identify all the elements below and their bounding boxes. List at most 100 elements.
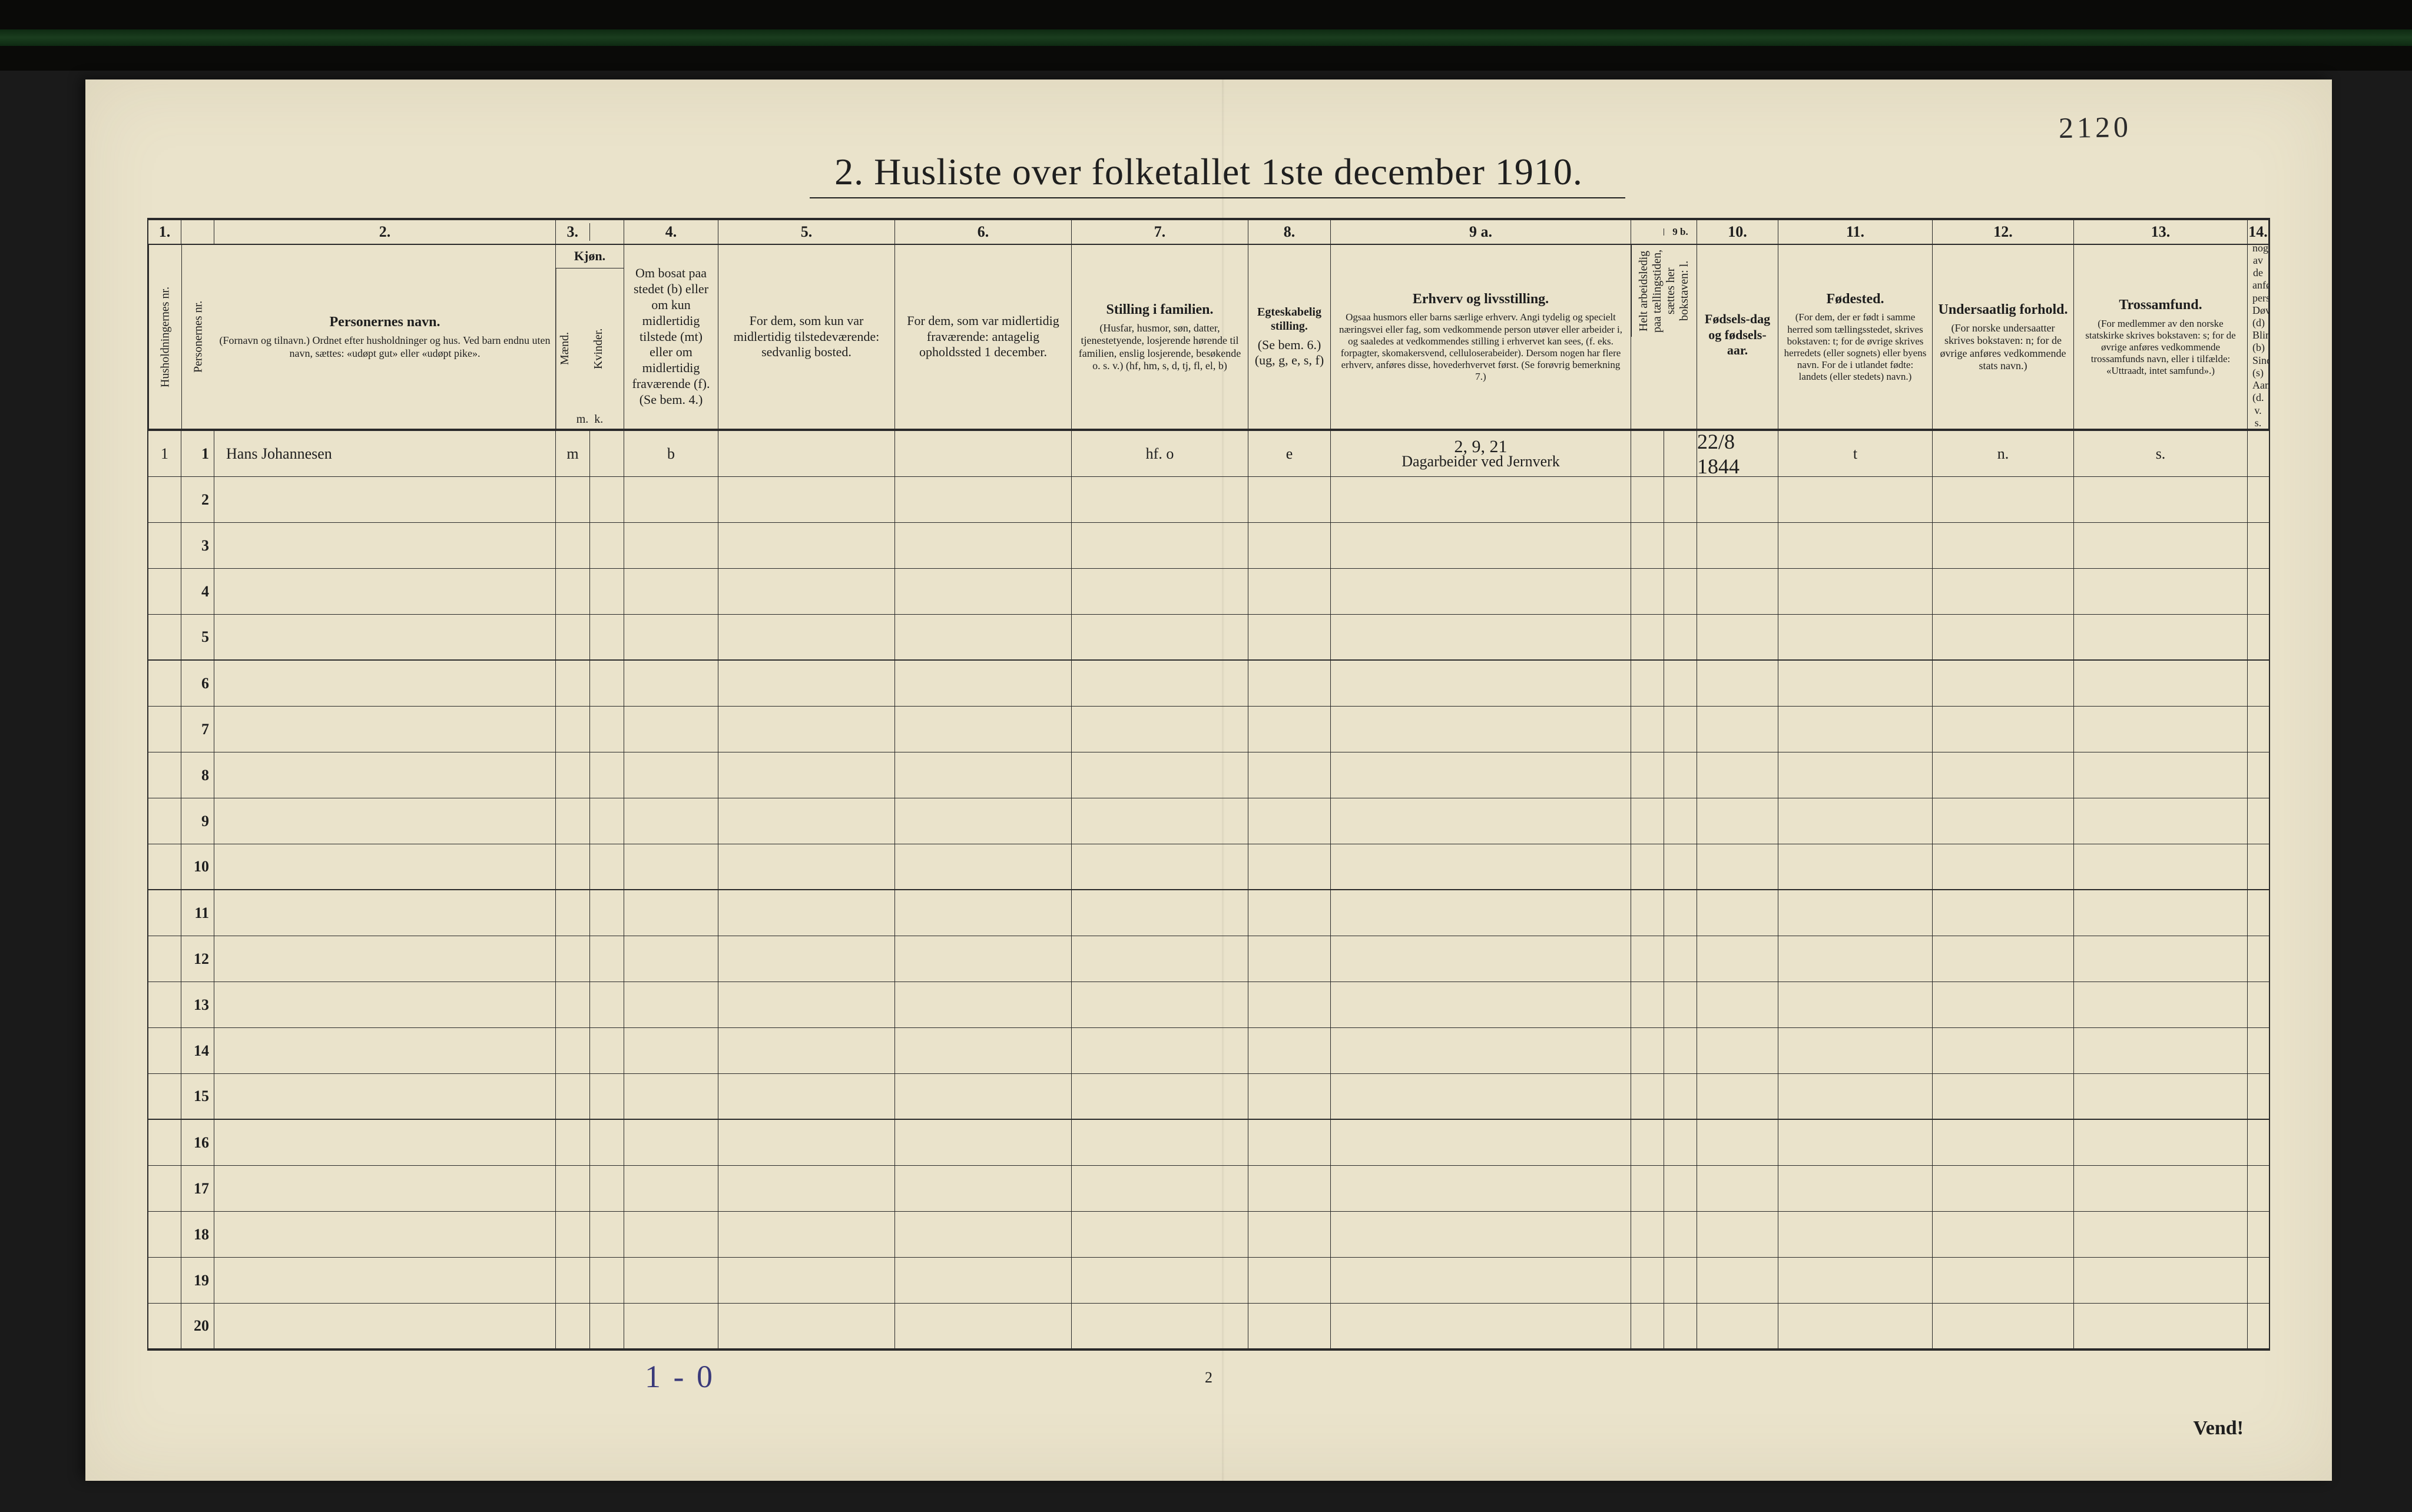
cell-birth: [1697, 844, 1778, 889]
cell-household: [148, 936, 181, 982]
cell-residence: [624, 477, 718, 522]
cell-9b-blank: [1664, 1258, 1697, 1303]
cell-9b-blank: [1664, 1074, 1697, 1119]
cell-temp-present: [718, 936, 895, 982]
cell-sex-m: [556, 1074, 590, 1119]
cell-name: [214, 936, 556, 982]
cell-9b-blank: [1664, 1028, 1697, 1073]
cell-occupation: 2, 9, 21 Dagarbeider ved Jernverk: [1331, 431, 1631, 476]
hdr-marital-sub: (Se bem. 6.) (ug, g, e, s, f): [1253, 337, 1326, 369]
cell-disability: [2248, 523, 2269, 568]
cell-birth: [1697, 1028, 1778, 1073]
cell-marital: [1248, 615, 1331, 659]
cell-family-pos: [1072, 890, 1248, 936]
hdr-temp-absent: For dem, som var midlertidig fraværende:…: [895, 245, 1072, 429]
cell-sex-m: [556, 936, 590, 982]
cell-temp-absent: [895, 1166, 1072, 1211]
cell-occupation: [1331, 936, 1631, 982]
cell-name: [214, 1120, 556, 1165]
cell-temp-present: [718, 615, 895, 659]
table-row: 11: [148, 890, 2269, 936]
cell-nationality: [1933, 1212, 2074, 1257]
cell-9b-blank: [1664, 1212, 1697, 1257]
cell-birth: [1697, 707, 1778, 752]
cell-sex-m: [556, 752, 590, 798]
colnum-7: 7.: [1072, 220, 1248, 244]
cell-name: [214, 707, 556, 752]
cell-name: [214, 523, 556, 568]
cell-nationality: [1933, 1166, 2074, 1211]
cell-residence: [624, 982, 718, 1027]
table-row: 7: [148, 707, 2269, 752]
cell-sex-k: [590, 844, 624, 889]
cell-birthplace: [1778, 752, 1933, 798]
table-row: 18: [148, 1212, 2269, 1258]
cell-birth: [1697, 615, 1778, 659]
cell-family-pos: [1072, 1212, 1248, 1257]
colnum-5: 5.: [718, 220, 895, 244]
cell-birth: [1697, 890, 1778, 936]
cell-9b-blank: [1664, 1304, 1697, 1348]
cell-name: [214, 890, 556, 936]
cell-occupation: [1331, 890, 1631, 936]
cell-household: [148, 615, 181, 659]
cell-household: [148, 523, 181, 568]
cell-religion: [2074, 1028, 2248, 1073]
cell-unemployed: [1631, 844, 1664, 889]
cell-household: [148, 1028, 181, 1073]
cell-birthplace: [1778, 523, 1933, 568]
cell-temp-present: [718, 661, 895, 706]
cell-sex-k: [590, 1212, 624, 1257]
table-row: 17: [148, 1166, 2269, 1212]
cell-person-no: 19: [181, 1258, 214, 1303]
cell-temp-present: [718, 477, 895, 522]
cell-birthplace: [1778, 477, 1933, 522]
cell-residence: [624, 1166, 718, 1211]
cell-temp-absent: [895, 661, 1072, 706]
handwritten-page-id: 2120: [2059, 110, 2132, 145]
cell-temp-absent: [895, 615, 1072, 659]
cell-person-no: 20: [181, 1304, 214, 1348]
cell-disability: [2248, 431, 2269, 476]
cell-9b-blank: [1664, 707, 1697, 752]
cell-name: [214, 615, 556, 659]
colnum-9a: 9 a.: [1331, 220, 1631, 244]
cell-person-no: 4: [181, 569, 214, 614]
table-row: 8: [148, 752, 2269, 798]
colnum-10: 10.: [1697, 220, 1778, 244]
hdr-birth: Fødsels-dag og fødsels-aar.: [1697, 245, 1778, 429]
cell-family-pos: [1072, 1074, 1248, 1119]
cell-9b-blank: [1664, 661, 1697, 706]
cell-disability: [2248, 1120, 2269, 1165]
cell-sex-k: [590, 1258, 624, 1303]
cell-temp-present: [718, 1074, 895, 1119]
cell-unemployed: [1631, 1166, 1664, 1211]
hdr-name-sub: (Fornavn og tilnavn.) Ordnet efter husho…: [219, 334, 551, 359]
cell-nationality: [1933, 1074, 2074, 1119]
cell-birthplace: [1778, 982, 1933, 1027]
cell-residence: [624, 1074, 718, 1119]
cell-temp-present: [718, 844, 895, 889]
cell-birthplace: [1778, 1166, 1933, 1211]
cell-occupation: [1331, 798, 1631, 844]
cell-temp-present: [718, 1120, 895, 1165]
cell-occupation: [1331, 1304, 1631, 1348]
cell-marital: [1248, 1258, 1331, 1303]
cell-temp-absent: [895, 1258, 1072, 1303]
cell-9b-blank: [1664, 798, 1697, 844]
hdr-9b: Helt arbeidsledig paa tællingstiden, sæt…: [1631, 245, 1697, 429]
cell-name: [214, 1304, 556, 1348]
cell-marital: [1248, 1028, 1331, 1073]
cell-residence: [624, 1258, 718, 1303]
cell-temp-absent: [895, 890, 1072, 936]
cell-sex-m: [556, 844, 590, 889]
colnum-4: 4.: [624, 220, 718, 244]
cell-household: [148, 1304, 181, 1348]
table-row: 2: [148, 477, 2269, 523]
cell-household: [148, 569, 181, 614]
cell-birth: [1697, 661, 1778, 706]
cell-sex-k: [590, 1166, 624, 1211]
cell-temp-present: [718, 1028, 895, 1073]
cell-birth: 22/8 1844: [1697, 431, 1778, 476]
hdr-occ-sub: Ogsaa husmors eller barns særlige erhver…: [1336, 311, 1626, 382]
